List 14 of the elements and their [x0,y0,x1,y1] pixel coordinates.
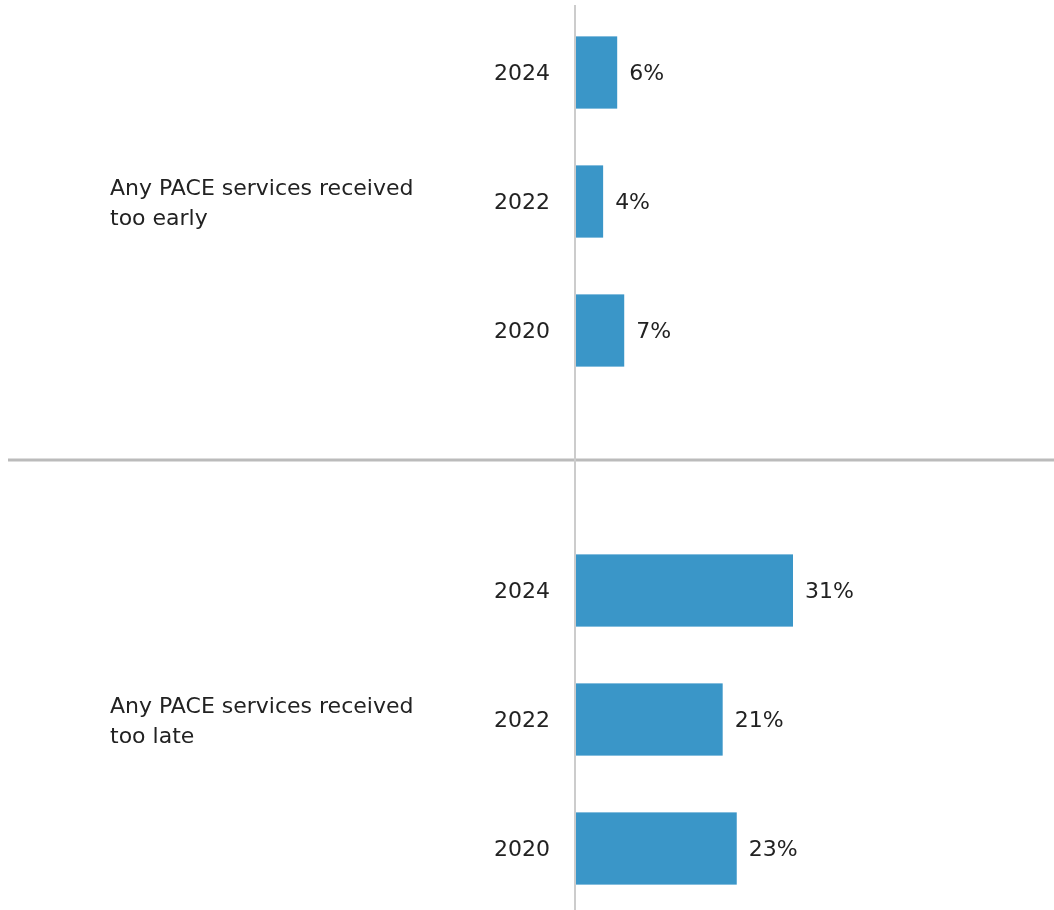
data-label: 6% [629,60,665,85]
y-axis-title: Any PACE services received too early [110,174,414,229]
data-label: 21% [734,707,784,732]
data-label: 23% [748,836,798,861]
y-tick-label: 2024 [494,60,550,85]
y-axis-title: Any PACE services received too late [110,692,414,747]
y-tick-label: 2022 [494,707,550,732]
y-tick-label: 2022 [494,189,550,214]
data-label: 31% [805,578,854,603]
data-label: 4% [615,189,651,214]
y-tick-label: 2020 [494,318,550,343]
data-label: 7% [636,318,672,343]
y-tick-label: 2024 [494,578,550,603]
y-tick-label: 2020 [494,836,550,861]
